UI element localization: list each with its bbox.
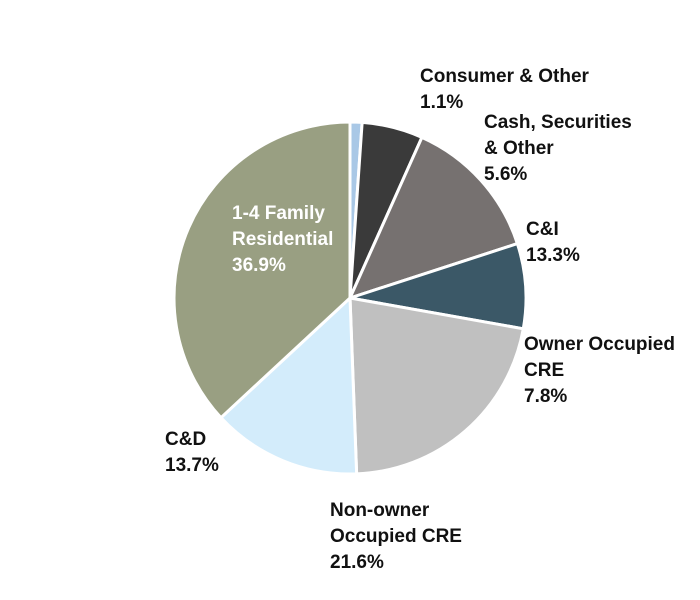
- label-value: 21.6%: [330, 552, 384, 573]
- pie-slice-1-4-family-residential: [172, 120, 352, 420]
- label-value: 7.8%: [524, 386, 568, 407]
- label-line: 1-4 Family: [232, 203, 325, 224]
- label-line: Non-owner: [330, 500, 430, 521]
- label-consumer-other: Consumer & Other 1.1%: [420, 64, 589, 116]
- label-cash-securities-other: Cash, Securities & Other 5.6%: [484, 110, 632, 188]
- pie-slices: [172, 120, 528, 476]
- label-value: 1.1%: [420, 92, 464, 113]
- label-line: C&D: [165, 429, 207, 450]
- label-line: Owner Occupied: [524, 334, 675, 355]
- pie-slice-c-d: [219, 296, 359, 476]
- label-line: Cash, Securities: [484, 112, 632, 133]
- label-line: Residential: [232, 229, 334, 250]
- label-c-and-i: C&I 13.3%: [526, 217, 580, 269]
- label-line: Occupied CRE: [330, 526, 462, 547]
- pie-slice-non-owner-occupied-cre: [348, 296, 525, 476]
- pie-slice-c-i: [348, 135, 519, 300]
- label-value: 13.3%: [526, 245, 580, 266]
- label-value: 5.6%: [484, 164, 528, 185]
- label-value: 36.9%: [232, 255, 286, 276]
- label-line: Consumer & Other: [420, 66, 589, 87]
- label-1-4-family-residential: 1-4 Family Residential 36.9%: [232, 201, 333, 279]
- label-line: C&I: [526, 219, 559, 240]
- label-line: & Other: [484, 138, 554, 159]
- label-owner-occupied-cre: Owner Occupied CRE 7.8%: [524, 332, 675, 410]
- label-value: 13.7%: [165, 455, 219, 476]
- label-non-owner-occupied-cre: Non-owner Occupied CRE 21.6%: [330, 498, 462, 576]
- label-c-and-d: C&D 13.7%: [165, 427, 219, 479]
- label-line: CRE: [524, 360, 565, 381]
